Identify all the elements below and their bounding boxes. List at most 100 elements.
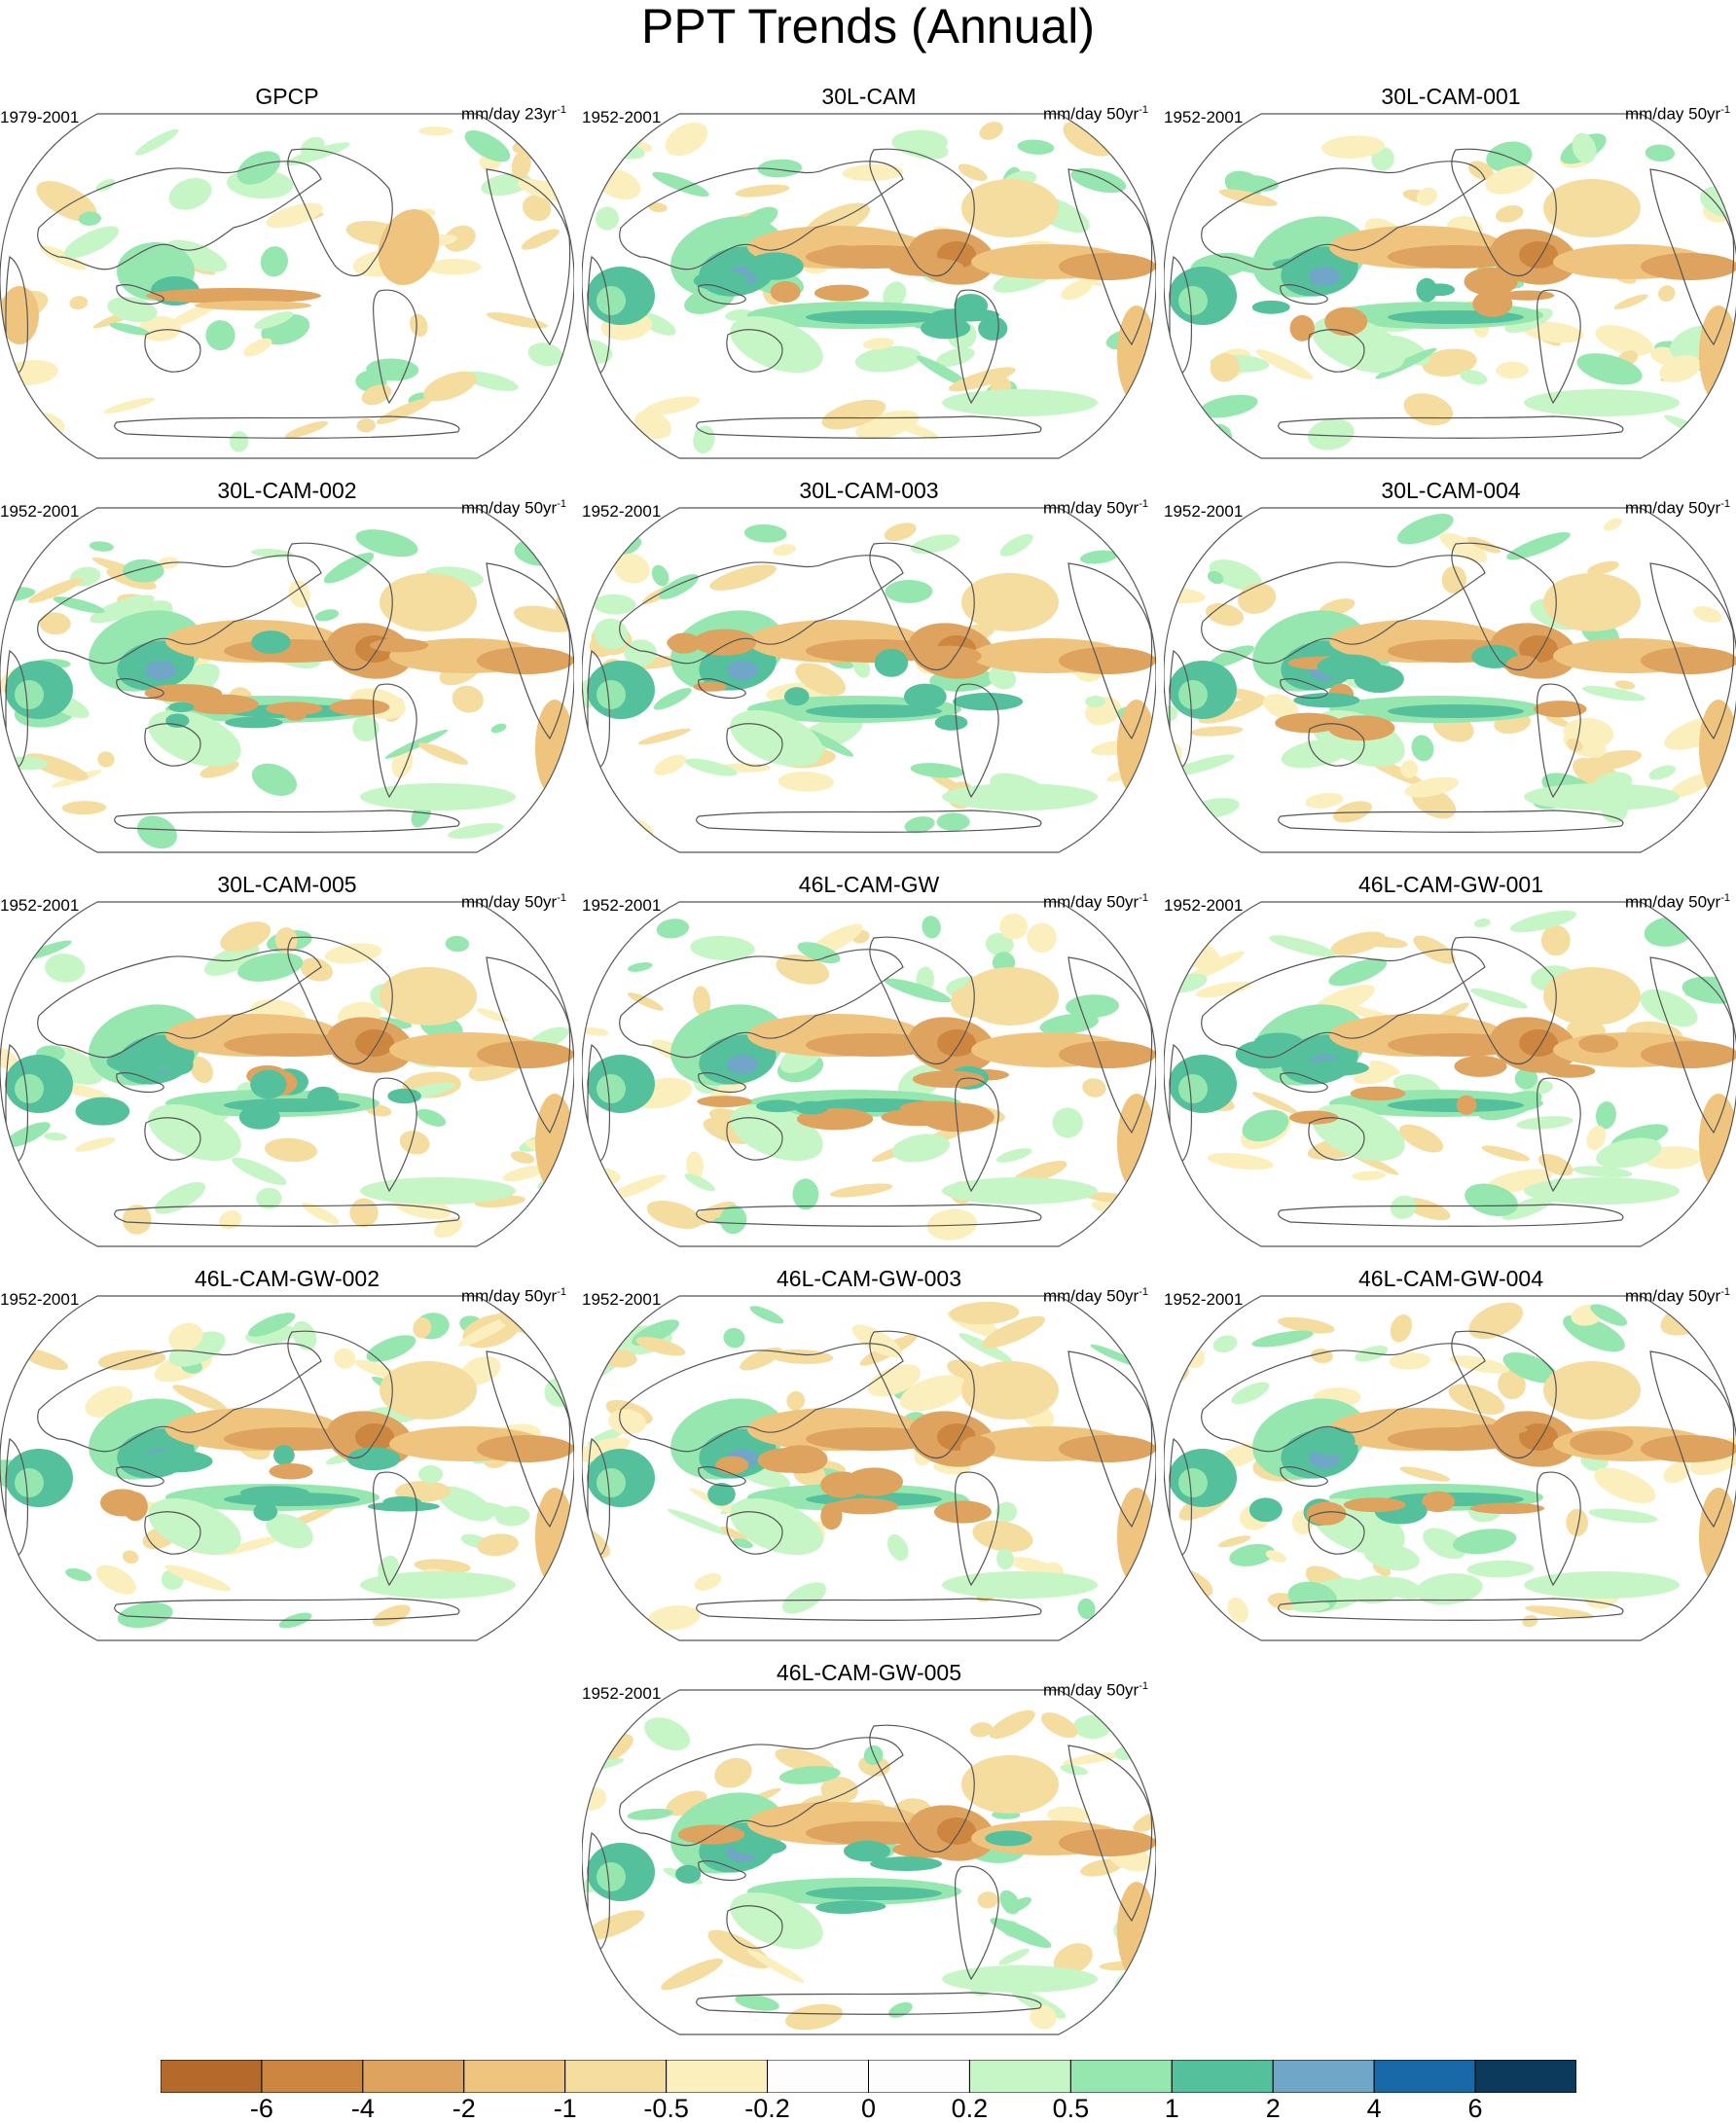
period-label: 1952-2001 — [1164, 896, 1244, 915]
panel-title: 46L-CAM-GW-001 — [1357, 872, 1544, 897]
map-border — [1164, 1295, 1736, 1641]
period-label: 1952-2001 — [582, 896, 662, 915]
colorbar-tick-label: -0.2 — [744, 2094, 790, 2123]
panel-title: 46L-CAM-GW-004 — [1357, 1266, 1544, 1291]
units-label: mm/day 50yr-1 — [1624, 1286, 1730, 1306]
world-map — [0, 507, 574, 853]
period-label: 1952-2001 — [582, 1290, 662, 1309]
map-panel: 46L-CAM-GW-001 1952-2001 mm/day 50yr-1 — [1164, 874, 1736, 1248]
world-map — [582, 901, 1156, 1247]
colorbar-tick-label: 0 — [860, 2094, 877, 2123]
period-label: 1952-2001 — [0, 1290, 80, 1309]
units-label: mm/day 50yr-1 — [1624, 498, 1730, 518]
units-label: mm/day 50yr-1 — [460, 1286, 566, 1306]
world-map — [1164, 507, 1736, 853]
units-label: mm/day 50yr-1 — [460, 892, 566, 912]
panel-title: 30L-CAM-005 — [217, 872, 357, 897]
panel-title: 46L-CAM-GW-005 — [776, 1660, 962, 1685]
map-panel: GPCP 1979-2001 mm/day 23yr-1 — [0, 86, 574, 460]
colorbar-tick-label: -1 — [553, 2094, 577, 2123]
colorbar-tick-label: 4 — [1366, 2094, 1382, 2123]
period-label: 1979-2001 — [0, 108, 80, 126]
coastlines — [5, 1330, 571, 1621]
units-exponent: -1 — [1720, 1286, 1730, 1298]
units-exponent: -1 — [1139, 1680, 1148, 1692]
map-panel: 46L-CAM-GW-004 1952-2001 mm/day 50yr-1 — [1164, 1268, 1736, 1642]
map-border — [582, 1295, 1156, 1641]
colorbar-swatch — [1474, 2060, 1576, 2093]
map-panel: 46L-CAM-GW 1952-2001 mm/day 50yr-1 — [582, 874, 1156, 1248]
panel-title: 46L-CAM-GW-002 — [194, 1266, 380, 1291]
units-exponent: -1 — [1139, 1286, 1148, 1298]
coastlines — [587, 148, 1153, 439]
colorbar-tick-label: -0.5 — [643, 2094, 689, 2123]
units-exponent: -1 — [1139, 892, 1148, 904]
units-exponent: -1 — [1720, 498, 1730, 510]
colorbar-swatch — [463, 2060, 566, 2093]
coastlines — [5, 542, 571, 833]
colorbar-swatch — [564, 2060, 668, 2093]
units-exponent: -1 — [557, 104, 566, 116]
colorbar-swatch — [666, 2060, 769, 2093]
colorbar-tick-label: 1 — [1164, 2094, 1179, 2123]
units-label: mm/day 50yr-1 — [1624, 104, 1730, 124]
map-panel: 46L-CAM-GW-003 1952-2001 mm/day 50yr-1 — [582, 1268, 1156, 1642]
units-label: mm/day 50yr-1 — [1624, 892, 1730, 912]
trend-field — [1169, 124, 1736, 451]
world-map — [582, 113, 1156, 459]
map-border — [1164, 113, 1736, 459]
period-label: 1952-2001 — [582, 1684, 662, 1703]
colorbar-swatch — [1272, 2060, 1375, 2093]
colorbar-swatch — [161, 2060, 263, 2093]
period-label: 1952-2001 — [582, 108, 662, 126]
map-panel: 30L-CAM-005 1952-2001 mm/day 50yr-1 — [0, 874, 574, 1248]
colorbar-tick-label: 0.2 — [951, 2094, 989, 2123]
world-map — [1164, 901, 1736, 1247]
period-label: 1952-2001 — [1164, 1290, 1244, 1309]
units-exponent: -1 — [557, 1286, 566, 1298]
map-border — [0, 1295, 574, 1641]
units-exponent: -1 — [1139, 498, 1148, 510]
colorbar-swatch — [968, 2060, 1071, 2093]
coastlines — [1169, 148, 1735, 439]
period-label: 1952-2001 — [0, 502, 80, 521]
period-label: 1952-2001 — [0, 896, 80, 915]
map-border — [0, 901, 574, 1247]
units-label: mm/day 23yr-1 — [460, 104, 566, 124]
colorbar-tick-label: 6 — [1467, 2094, 1483, 2123]
colorbar-swatch — [1373, 2060, 1476, 2093]
period-label: 1952-2001 — [1164, 502, 1244, 521]
map-border — [0, 507, 574, 853]
trend-field — [582, 522, 1156, 847]
units-label: mm/day 50yr-1 — [1042, 892, 1148, 912]
coastlines — [1169, 1330, 1735, 1621]
coastlines — [587, 1330, 1153, 1621]
units-exponent: -1 — [1720, 104, 1730, 116]
map-border — [0, 113, 574, 459]
colorbar-tick-label: -4 — [350, 2094, 375, 2123]
colorbar-swatch — [868, 2060, 970, 2093]
world-map — [1164, 1295, 1736, 1641]
colorbar-tick-label: -6 — [249, 2094, 273, 2123]
trend-field — [1164, 514, 1736, 842]
panel-title: 30L-CAM-001 — [1381, 84, 1521, 109]
trend-field — [1164, 1300, 1736, 1634]
world-map — [582, 1689, 1156, 2035]
colorbar-swatches — [161, 2060, 1576, 2093]
colorbar-swatch — [261, 2060, 364, 2093]
map-border — [1164, 507, 1736, 853]
trend-field — [1164, 906, 1736, 1238]
map-border — [582, 507, 1156, 853]
period-label: 1952-2001 — [582, 502, 662, 521]
colorbar-tick-label: 0.5 — [1052, 2094, 1090, 2123]
units-label: mm/day 50yr-1 — [1042, 104, 1148, 124]
units-label: mm/day 50yr-1 — [1042, 1286, 1148, 1306]
coastlines — [5, 148, 571, 439]
colorbar-tick-label: -2 — [452, 2094, 476, 2123]
units-label: mm/day 50yr-1 — [460, 498, 566, 518]
period-label: 1952-2001 — [1164, 108, 1244, 126]
world-map — [582, 1295, 1156, 1641]
colorbar-tick-label: 2 — [1265, 2094, 1281, 2123]
panel-title: 46L-CAM-GW — [798, 872, 940, 897]
units-exponent: -1 — [1720, 892, 1730, 904]
